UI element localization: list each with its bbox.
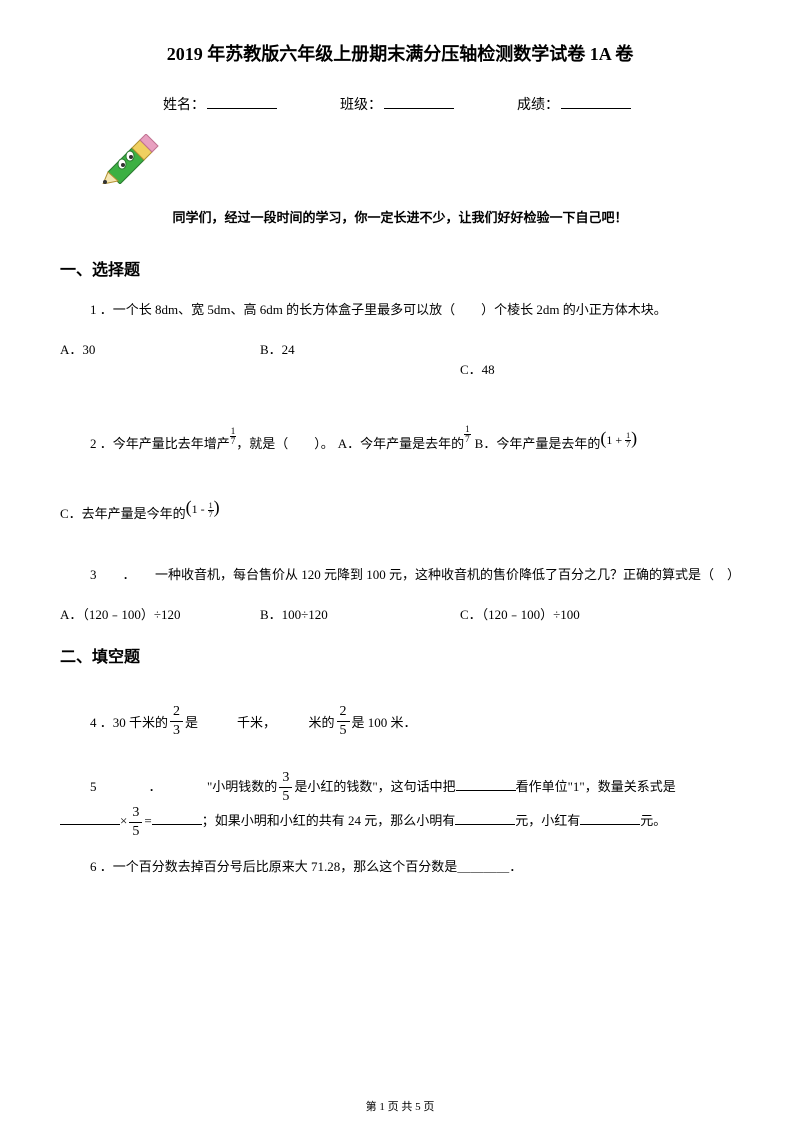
- name-label: 姓名：: [163, 98, 205, 113]
- q3-option-a: A．（120﹣100）÷120: [60, 604, 260, 623]
- q3-option-c: C．（120﹣100）÷100: [460, 604, 660, 623]
- q5-blank-5[interactable]: [580, 811, 640, 825]
- question-1: 1 ．一个长 8dm、宽 5dm、高 6dm 的长方体盒子里最多可以放（ ）个棱…: [90, 296, 740, 325]
- section-1-heading: 一、选择题: [60, 256, 740, 280]
- class-blank[interactable]: [384, 108, 454, 109]
- q5-fraction-2: 35: [129, 806, 142, 839]
- q5-fraction-1: 35: [279, 771, 292, 804]
- q2-option-a: A．今年产量是去年的17: [338, 433, 471, 452]
- encouragement-text: 同学们，经过一段时间的学习，你一定长进不少，让我们好好检验一下自己吧！: [60, 207, 740, 226]
- q2-option-c: C．去年产量是今年的(1 - 17): [60, 501, 220, 523]
- q4-fraction-2: 25: [337, 705, 350, 738]
- question-3-options: A．（120﹣100）÷120 B．100÷120 C．（120﹣100）÷10…: [60, 604, 740, 623]
- section-2-heading: 二、填空题: [60, 643, 740, 667]
- q2c-expression: (1 - 17): [186, 497, 220, 519]
- q2a-fraction: 17: [464, 425, 471, 444]
- q2-fraction: 17: [230, 427, 237, 446]
- name-blank[interactable]: [207, 108, 277, 109]
- q1-option-c: C．48: [460, 359, 495, 378]
- exam-title: 2019 年苏教版六年级上册期末满分压轴检测数学试卷 1A 卷: [60, 40, 740, 66]
- q2-prefix: 2 ．今年产量比去年增产: [90, 430, 230, 459]
- q5-blank-3[interactable]: [152, 811, 202, 825]
- q3-option-b: B．100÷120: [260, 604, 460, 623]
- question-3: 3 ． 一种收音机，每台售价从 120 元降到 100 元，这种收音机的售价降低…: [90, 561, 740, 590]
- q5-blank-1[interactable]: [456, 777, 516, 791]
- q2-option-b: B．今年产量是去年的(1 + 17): [475, 432, 637, 454]
- score-blank[interactable]: [561, 108, 631, 109]
- q4-fraction-1: 23: [170, 705, 183, 738]
- question-5: 5 ． "小明钱数的35是小红的钱数"，这句话中把看作单位"1"，数量关系式是 …: [60, 770, 740, 839]
- q5-blank-2[interactable]: [60, 811, 120, 825]
- student-info-line: 姓名： 班级： 成绩：: [60, 94, 740, 114]
- question-6: 6 ．一个百分数去掉百分号后比原来大 71.28，那么这个百分数是＿＿＿＿．: [90, 853, 740, 882]
- page-footer: 第 1 页 共 5 页: [0, 1098, 800, 1114]
- q1-option-a: A．30: [60, 339, 260, 378]
- q1-option-b: B．24: [260, 339, 460, 378]
- question-2: 2 ．今年产量比去年增产17，就是（ ）。: [90, 430, 334, 459]
- class-label: 班级：: [340, 98, 382, 113]
- q2b-expression: (1 + 17): [600, 428, 637, 450]
- pencil-icon: [100, 134, 740, 189]
- score-label: 成绩：: [517, 98, 559, 113]
- question-4: 4 ．30 千米的23是 千米， 米的25是 100 米．: [90, 705, 417, 738]
- q2-suffix: ，就是（ ）。: [236, 430, 334, 459]
- question-1-options: A．30 B．24 C．48: [60, 339, 740, 378]
- q5-blank-4[interactable]: [455, 811, 515, 825]
